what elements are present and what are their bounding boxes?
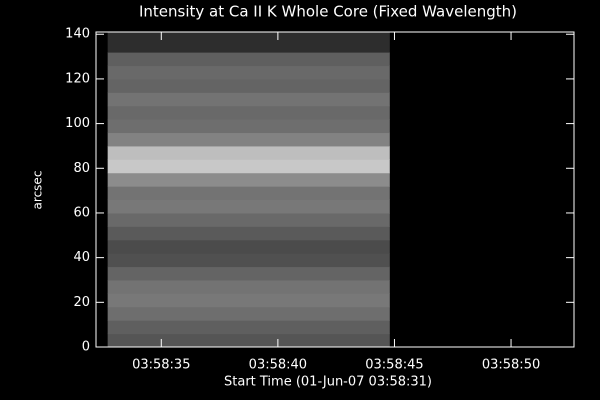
x-tick-label: 03:58:45 <box>365 358 423 373</box>
heatmap-cell <box>107 119 390 134</box>
heatmap-cell <box>107 212 390 227</box>
heatmap-cell <box>107 32 390 53</box>
y-tick-label: 80 <box>73 161 90 176</box>
x-tick-label: 03:58:40 <box>249 358 307 373</box>
heatmap-cell <box>107 159 390 174</box>
heatmap-cell <box>107 132 390 147</box>
x-tick-label: 03:58:35 <box>132 358 190 373</box>
heatmap-cell <box>107 266 390 281</box>
heatmap-cell <box>107 333 390 348</box>
heatmap-cell <box>107 293 390 308</box>
x-axis-label: Start Time (01-Jun-07 03:58:31) <box>224 375 432 390</box>
heatmap-cell <box>107 172 390 187</box>
heatmap-cell <box>107 199 390 214</box>
heatmap-cell <box>107 239 390 254</box>
x-tick-label: 03:58:50 <box>482 358 540 373</box>
heatmap-cell <box>107 52 390 67</box>
y-tick-label: 40 <box>73 250 90 265</box>
y-tick-label: 0 <box>82 340 90 355</box>
heatmap-cell <box>107 306 390 321</box>
heatmap-cell <box>107 145 390 160</box>
heatmap-cell <box>107 226 390 241</box>
heatmap-cell <box>107 253 390 268</box>
y-tick-label: 100 <box>65 116 90 131</box>
heatmap-cell <box>107 65 390 80</box>
heatmap-cell <box>107 186 390 201</box>
y-tick-label: 140 <box>65 27 90 42</box>
plot-frame <box>95 31 575 348</box>
chart-title: Intensity at Ca II K Whole Core (Fixed W… <box>139 3 517 21</box>
heatmap-cell <box>107 105 390 120</box>
y-tick-label: 60 <box>73 205 90 220</box>
heatmap-cell <box>107 320 390 335</box>
y-axis-label: arcsec <box>31 171 45 210</box>
heatmap-cell <box>107 92 390 107</box>
heatmap-cell <box>107 279 390 294</box>
y-tick-label: 20 <box>73 295 90 310</box>
heatmap-cell <box>107 78 390 93</box>
y-tick-label: 120 <box>65 71 90 86</box>
